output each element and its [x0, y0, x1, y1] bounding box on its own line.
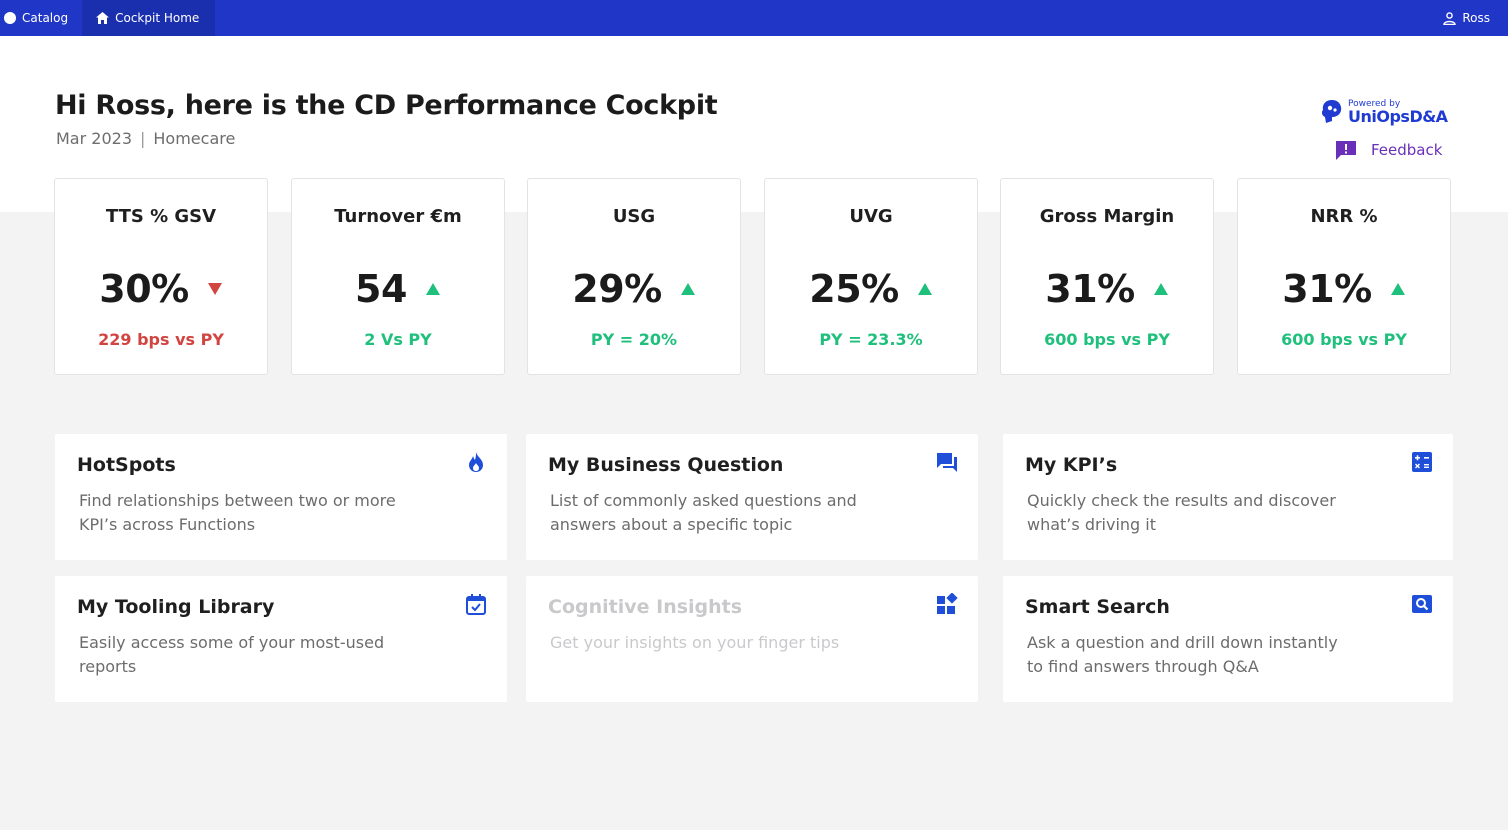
kpi-card[interactable]: NRR % 31% 600 bps vs PY — [1237, 178, 1451, 375]
calendar-check-icon — [466, 594, 486, 615]
triangle-up-icon — [1390, 283, 1405, 295]
kpi-value: 29% — [572, 267, 662, 311]
kpi-value: 54 — [355, 267, 407, 311]
nav-user[interactable]: Ross — [1439, 0, 1508, 36]
kpi-title: UVG — [849, 206, 893, 227]
flame-icon — [469, 452, 483, 472]
search-icon — [1412, 595, 1432, 613]
kpi-value-row: 29% — [528, 267, 740, 311]
kpi-title: Gross Margin — [1039, 206, 1175, 227]
tile-smart-search[interactable]: Smart Search Ask a question and drill dow… — [1003, 576, 1453, 702]
kpi-value-row: 54 — [292, 267, 504, 311]
tile-description: Quickly check the results and discover w… — [1027, 491, 1336, 534]
kpi-value-row: 31% — [1238, 267, 1450, 311]
tile-title: Smart Search — [1025, 596, 1170, 618]
tile-my-kpi-s[interactable]: My KPI’s Quickly check the results and di… — [1003, 434, 1453, 560]
nav-catalog[interactable]: Catalog — [0, 0, 82, 36]
brand-name: UniOpsD&A — [1348, 106, 1448, 126]
nav-catalog-label: Catalog — [22, 11, 69, 25]
kpi-value-row: 31% — [1001, 267, 1213, 311]
kpi-title: Turnover €m — [334, 206, 462, 227]
kpi-delta: 2 Vs PY — [364, 330, 432, 349]
kpi-delta: PY = 20% — [590, 330, 678, 349]
tile-my-tooling-library[interactable]: My Tooling Library Easily access some of … — [55, 576, 507, 702]
kpi-title: NRR % — [1310, 206, 1378, 227]
tile-description: Find relationships between two or more K… — [79, 491, 396, 534]
nav-user-label: Ross — [1462, 11, 1490, 25]
tile-hotspots[interactable]: HotSpots Find relationships between two o… — [55, 434, 507, 560]
triangle-up-icon — [680, 283, 695, 295]
page-title: Hi Ross, here is the CD Performance Cock… — [55, 90, 718, 121]
feedback-label: Feedback — [1371, 141, 1443, 159]
triangle-up-icon — [917, 283, 932, 295]
brain-icon — [1321, 100, 1342, 123]
triangle-up-icon — [425, 283, 440, 295]
tile-description: Get your insights on your finger tips — [550, 633, 840, 652]
brand-powered-by: Powered by — [1348, 98, 1401, 109]
tile-cognitive-insights: Cognitive Insights Get your insights on y… — [526, 576, 978, 702]
feedback-icon — [1336, 141, 1356, 160]
tile-description: Easily access some of your most-used rep… — [79, 633, 385, 676]
kpi-card[interactable]: TTS % GSV 30% 229 bps vs PY — [54, 178, 268, 375]
kpi-value-row: 25% — [765, 267, 977, 311]
period-label: Mar 2023 — [56, 129, 132, 148]
tile-my-business-question[interactable]: My Business Question List of commonly ask… — [526, 434, 978, 560]
top-nav: Catalog Cockpit Home Ross — [0, 0, 1508, 36]
kpi-delta: PY = 23.3% — [819, 330, 923, 349]
chat-icon — [937, 453, 957, 472]
kpi-card[interactable]: Gross Margin 31% 600 bps vs PY — [1000, 178, 1214, 375]
tile-description: Ask a question and drill down instantly … — [1027, 633, 1338, 676]
kpi-title: USG — [612, 206, 656, 227]
kpi-delta: 600 bps vs PY — [1281, 330, 1407, 349]
kpi-value: 31% — [1282, 267, 1372, 311]
tile-title: My Tooling Library — [77, 596, 275, 618]
category-label: Homecare — [153, 129, 236, 148]
kpi-delta: 600 bps vs PY — [1044, 330, 1170, 349]
kpi-card[interactable]: UVG 25% PY = 23.3% — [764, 178, 978, 375]
user-icon — [1443, 11, 1457, 25]
kpi-card[interactable]: USG 29% PY = 20% — [527, 178, 741, 375]
kpi-value: 25% — [809, 267, 899, 311]
kpi-value: 31% — [1045, 267, 1135, 311]
kpi-delta: 229 bps vs PY — [98, 330, 224, 349]
triangle-up-icon — [1153, 283, 1168, 295]
tile-description: List of commonly asked questions and ans… — [550, 491, 857, 534]
page-subtitle: Mar 2023 | Homecare — [56, 129, 235, 148]
nav-cockpit-home[interactable]: Cockpit Home — [82, 0, 216, 36]
nav-home-label: Cockpit Home — [115, 11, 200, 25]
triangle-down-icon — [207, 283, 222, 295]
kpi-value-row: 30% — [55, 267, 267, 311]
tile-title: My KPI’s — [1025, 454, 1118, 476]
calculator-icon — [1412, 452, 1432, 472]
tile-title: My Business Question — [548, 454, 784, 476]
kpi-value: 30% — [99, 267, 189, 311]
kpi-title: TTS % GSV — [105, 206, 217, 227]
brand-text: Powered by UniOpsD&A — [1348, 98, 1448, 126]
tile-title: HotSpots — [77, 454, 176, 476]
feedback-button[interactable]: Feedback — [1335, 139, 1442, 161]
home-icon — [96, 12, 110, 24]
catalog-icon — [4, 12, 16, 24]
widgets-icon — [937, 593, 958, 614]
kpi-card[interactable]: Turnover €m 54 2 Vs PY — [291, 178, 505, 375]
tile-title: Cognitive Insights — [548, 596, 743, 618]
uniops-logo: Powered by UniOpsD&A — [1320, 96, 1450, 128]
subtitle-separator: | — [140, 129, 146, 148]
